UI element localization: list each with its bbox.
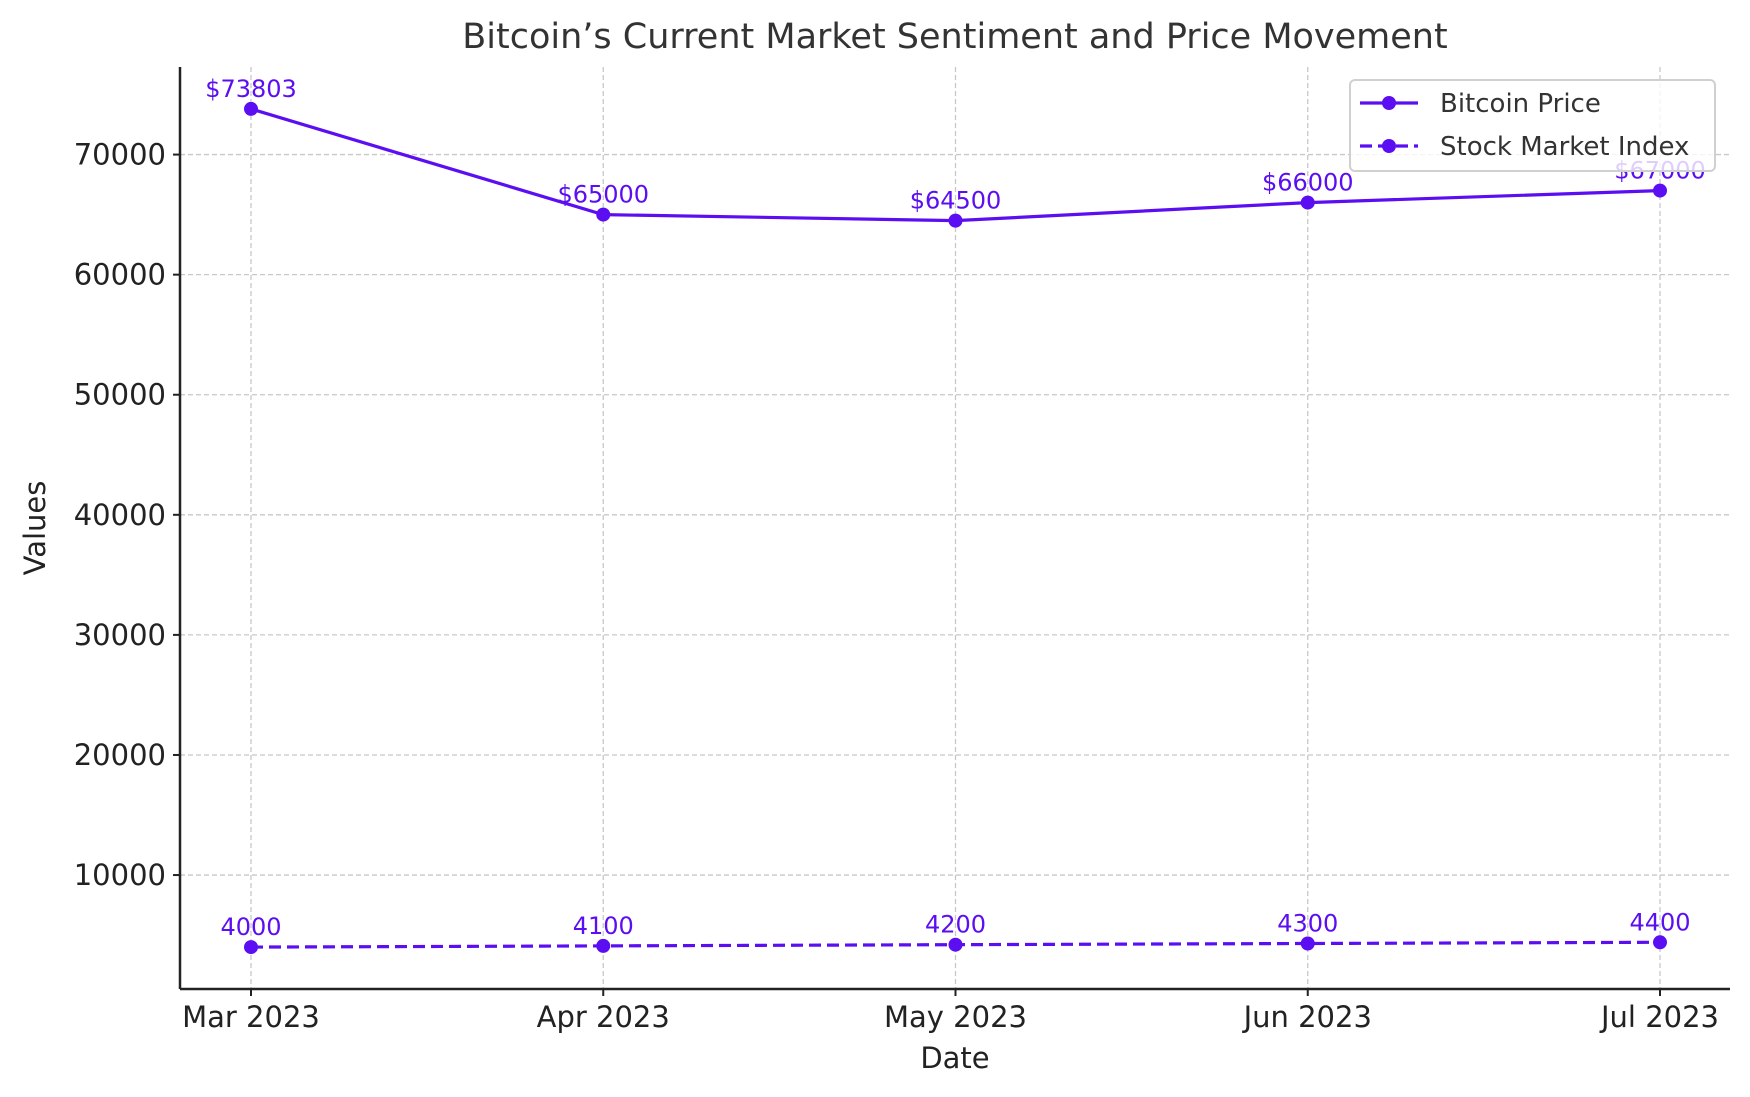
data-label: $64500: [910, 187, 1002, 215]
x-axis-label: Date: [920, 1041, 989, 1075]
data-label: $73803: [205, 75, 297, 103]
data-label: 4300: [1277, 909, 1338, 937]
data-label: $65000: [557, 181, 649, 209]
legend: Bitcoin Price Stock Market Index: [1349, 79, 1716, 172]
data-label: 4000: [220, 913, 281, 941]
data-label: $66000: [1262, 169, 1354, 197]
y-tick-label: 60000: [74, 258, 166, 292]
legend-box: [1349, 79, 1716, 172]
y-tick-label: 20000: [74, 738, 166, 772]
data-label: 4200: [925, 911, 986, 939]
legend-label: Stock Market Index: [1440, 132, 1689, 162]
legend-label: Bitcoin Price: [1440, 89, 1601, 119]
data-label: 4400: [1629, 908, 1690, 936]
data-label: 4100: [573, 912, 634, 940]
y-tick-label: 40000: [74, 498, 166, 532]
x-tick-label: Mar 2023: [182, 1000, 320, 1034]
data-point: [948, 213, 963, 228]
data-point: [596, 207, 611, 222]
legend-marker: [1382, 96, 1396, 110]
x-tick-label: Jul 2023: [1599, 1000, 1719, 1034]
y-axis-label: Values: [18, 481, 52, 576]
y-tick-label: 30000: [74, 618, 166, 652]
x-tick-label: May 2023: [884, 1000, 1027, 1034]
x-tick-label: Apr 2023: [537, 1000, 670, 1034]
data-point: [1300, 936, 1315, 951]
data-point: [596, 938, 611, 953]
data-point: [1653, 183, 1667, 198]
data-point: [1653, 935, 1667, 950]
y-tick-label: 70000: [74, 138, 166, 172]
data-point: [1300, 195, 1315, 210]
y-tick-label: 10000: [74, 858, 166, 892]
data-point: [244, 101, 258, 116]
x-tick-label: Jun 2023: [1242, 1000, 1372, 1034]
legend-marker: [1382, 139, 1396, 153]
y-tick-label: 50000: [74, 378, 166, 412]
data-point: [948, 937, 963, 952]
chart-title: Bitcoin’s Current Market Sentiment and P…: [462, 17, 1447, 57]
data-point: [244, 940, 258, 955]
